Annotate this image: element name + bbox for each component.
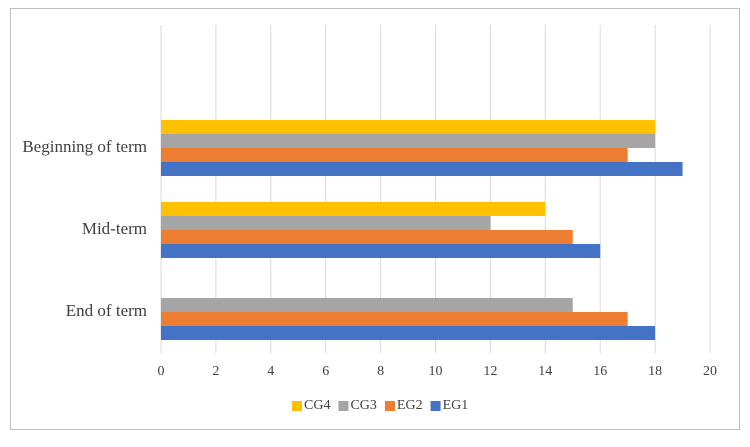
- x-tick-label: 18: [648, 364, 662, 379]
- legend-swatch: [384, 401, 395, 411]
- bar: [161, 244, 601, 258]
- x-tick-label: 12: [483, 364, 497, 379]
- x-tick-label: 6: [322, 364, 329, 379]
- bar: [161, 120, 656, 134]
- legend-label: CG3: [350, 398, 376, 413]
- y-tick-label: Beginning of term: [22, 137, 147, 156]
- bar: [161, 134, 656, 148]
- bar: [161, 298, 573, 312]
- legend-swatch: [338, 401, 349, 411]
- x-tick-label: 4: [267, 364, 274, 379]
- bar: [161, 216, 491, 230]
- bar: [161, 230, 573, 244]
- bar: [161, 312, 628, 326]
- bar: [161, 202, 546, 216]
- x-tick-label: 20: [703, 364, 717, 379]
- bar: [161, 162, 683, 176]
- y-tick-label: End of term: [66, 301, 147, 320]
- x-tick-label: 8: [377, 364, 384, 379]
- x-tick-label: 0: [158, 364, 165, 379]
- bar: [161, 148, 628, 162]
- y-tick-label: Mid-term: [82, 219, 147, 238]
- legend-swatch: [430, 401, 441, 411]
- legend-label: CG4: [304, 398, 330, 413]
- bar: [161, 326, 656, 340]
- legend-label: EG1: [443, 398, 469, 413]
- x-tick-label: 2: [212, 364, 219, 379]
- legend-swatch: [292, 401, 302, 411]
- x-tick-label: 14: [538, 364, 552, 379]
- x-tick-label: 10: [429, 364, 443, 379]
- legend-label: EG2: [397, 398, 423, 413]
- x-tick-label: 16: [593, 364, 607, 379]
